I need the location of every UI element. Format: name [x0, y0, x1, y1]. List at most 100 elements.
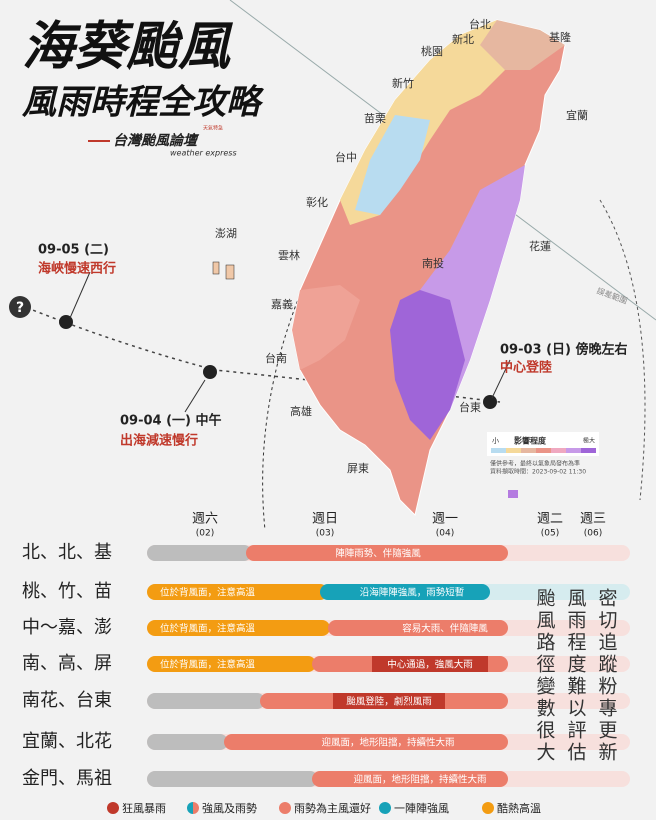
legend-label: 雨勢為主風還好 — [294, 801, 371, 815]
segment — [147, 620, 330, 636]
callout-line — [69, 271, 91, 319]
typhoon-icon — [203, 365, 217, 379]
region-label: 南、高、屏 — [22, 653, 112, 674]
segment — [147, 545, 252, 561]
map-label: 南投 — [422, 256, 444, 270]
title: 海葵颱風 — [22, 17, 234, 77]
legend-time: 資料擷取時間：2023-09-02 11:30 — [490, 468, 586, 476]
legend-label: 酷熱高溫 — [497, 801, 541, 815]
segment-label: 位於背風面，注意高溫 — [160, 659, 256, 671]
unknown-icon — [9, 296, 31, 318]
badge: 天氣特急 — [203, 125, 223, 132]
segment-label: 位於背風面，注意高溫 — [160, 623, 256, 635]
day-date: (04) — [436, 529, 454, 539]
typhoon-icon — [59, 315, 73, 329]
segment — [147, 584, 328, 600]
track-note: 出海減速慢行 — [120, 433, 198, 449]
legend-icon — [107, 802, 119, 814]
segment-label: 沿海陣陣強風，雨勢短暫 — [360, 587, 465, 599]
track-note: 海峽慢速西行 — [38, 261, 116, 277]
legend-icon — [482, 802, 494, 814]
legend-label: 狂風暴雨 — [122, 802, 166, 815]
region-label: 北、北、基 — [22, 542, 112, 563]
map-label: 屏東 — [347, 462, 369, 475]
map-label: 台中 — [335, 150, 357, 164]
segment-label: 迎風面，地形阻擋，持續性大雨 — [321, 737, 454, 749]
legend-note: 僅供參考，最終以氣象局發布為準 — [490, 460, 580, 468]
day-date: (02) — [196, 529, 214, 539]
map-label: 台北 — [469, 17, 491, 31]
callout-line — [491, 359, 511, 399]
track-date: 09-04 (一) 中午 — [120, 413, 222, 429]
segment-label: 位於背風面，注意高溫 — [160, 587, 256, 599]
map-label: 苗栗 — [364, 112, 386, 125]
brand: 台灣颱風論壇 — [113, 132, 200, 149]
day-date: (06) — [584, 529, 602, 539]
track-date: 09-05 (二) — [38, 243, 109, 258]
legend-icon — [279, 802, 291, 814]
region-label: 南花、台東 — [22, 690, 112, 711]
map-label: 彰化 — [306, 195, 328, 209]
map-label: 基隆 — [549, 30, 571, 44]
segment-box — [333, 693, 445, 709]
zone-tan — [480, 20, 565, 70]
legend-low: 小 — [492, 436, 499, 445]
map-label: 花蓮 — [529, 239, 551, 253]
segment-label: 容易大雨、伴隨陣風 — [402, 623, 488, 635]
remark: 密切追蹤粉專更新 — [596, 588, 618, 764]
region-label: 宜蘭、北花 — [22, 731, 112, 752]
region-label: 中～嘉、澎 — [22, 617, 112, 638]
segment-box — [372, 656, 488, 672]
region-label: 桃、竹、苗 — [22, 581, 112, 602]
segment — [147, 771, 318, 787]
islands — [508, 490, 518, 498]
zone-blue — [355, 115, 430, 215]
map-label: 桃園 — [421, 44, 443, 58]
segment — [246, 545, 508, 561]
map-label: 高雄 — [290, 404, 312, 418]
remark: 颱風路徑變數很大 — [534, 588, 556, 764]
map-label: 台東 — [459, 400, 481, 414]
segment — [147, 693, 265, 709]
legend-swatch — [551, 448, 566, 453]
legend-swatch — [536, 448, 551, 453]
day-label: 週一 — [432, 512, 458, 527]
day-date: (05) — [541, 529, 559, 539]
segment — [147, 734, 228, 750]
segment — [320, 584, 490, 600]
legend-swatch — [491, 448, 506, 453]
track-date: 09-03 (日) 傍晚左右 — [500, 342, 628, 358]
islands — [212, 261, 220, 275]
remark: 風雨程度難以評估 — [565, 588, 587, 764]
subtitle: 風雨時程全攻略 — [21, 83, 264, 123]
legend-icon — [187, 802, 193, 814]
legend-swatch — [521, 448, 536, 453]
legend-swatch — [566, 448, 581, 453]
taiwan-map — [212, 19, 566, 516]
segment — [224, 734, 508, 750]
legend-icon — [193, 802, 199, 814]
segment-label: 颱風登陸，劇烈風雨 — [346, 696, 432, 708]
day-label: 週六 — [192, 512, 218, 527]
legend-swatch — [506, 448, 521, 453]
legend-title: 影響程度 — [514, 436, 547, 446]
error-arc — [599, 199, 646, 501]
map-label: 新北 — [452, 32, 474, 46]
callout-line — [184, 379, 206, 413]
region-label: 金門、馬祖 — [22, 768, 112, 789]
segment-label: 中心通過，強風大雨 — [387, 659, 473, 671]
zone-pink — [292, 285, 360, 370]
map-label: 雲林 — [278, 248, 300, 262]
day-label: 週三 — [580, 512, 606, 527]
map-label: 新竹 — [392, 76, 414, 90]
legend-high: 極大 — [583, 437, 595, 445]
legend-label: 強風及雨勢 — [202, 801, 257, 815]
segment — [328, 620, 508, 636]
track-note: 中心登陸 — [500, 360, 552, 376]
segment — [312, 771, 508, 787]
segment — [147, 656, 316, 672]
unknown-mark: ? — [16, 300, 24, 316]
segment-label: 迎風面，地形阻擋，持續性大雨 — [353, 774, 486, 786]
legend-swatch — [581, 448, 596, 453]
